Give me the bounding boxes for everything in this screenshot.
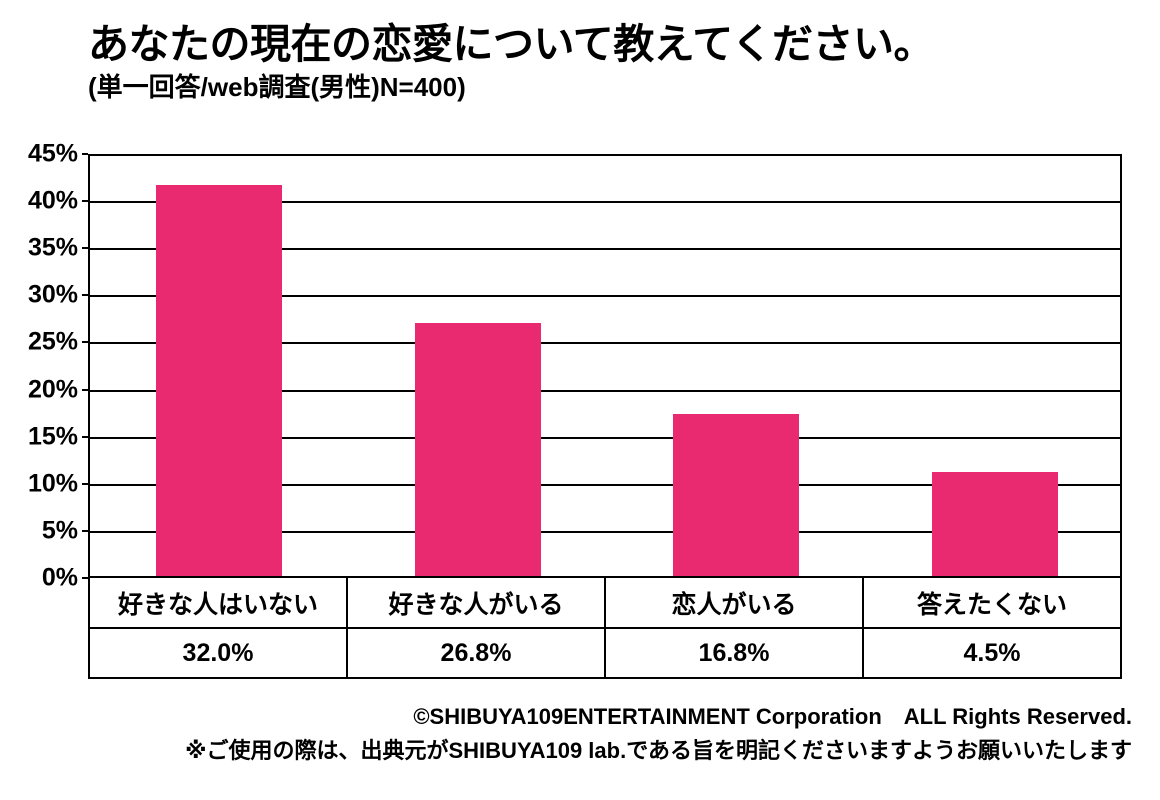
gridline — [90, 201, 1120, 204]
table-cell-category: 答えたくない — [862, 576, 1122, 629]
y-axis-tick-label: 45% — [27, 139, 78, 168]
table-cell-value: 4.5% — [862, 627, 1122, 679]
y-axis-tick-label: 25% — [27, 327, 78, 356]
chart-subtitle: (単一回答/web調査(男性)N=400) — [88, 72, 466, 103]
y-axis-tick-mark — [82, 294, 88, 297]
y-axis-tick-mark — [82, 482, 88, 485]
bar-4[interactable] — [931, 472, 1058, 576]
table-cell-category: 好きな人がいる — [346, 576, 606, 629]
table-cell-value: 32.0% — [88, 627, 348, 679]
usage-notice-text: ※ご使用の際は、出典元がSHIBUYA109 lab.である旨を明記くださいます… — [185, 738, 1132, 764]
table-row-values: 32.0% 26.8% 16.8% 4.5% — [88, 627, 1122, 679]
bar-3[interactable] — [673, 413, 800, 576]
chart-header: あなたの現在の恋愛について教えてください。 (単一回答/web調査(男性)N=4… — [88, 21, 1128, 103]
bar-slot — [607, 156, 866, 576]
data-table: 好きな人はいない 好きな人がいる 恋人がいる 答えたくない 32.0% 26.8% 16.… — [88, 576, 1122, 679]
y-axis-tick-label: 5% — [41, 516, 78, 545]
chart-footer: ©SHIBUYA109ENTERTAINMENT Corporation ALL… — [0, 700, 1160, 768]
gridline — [90, 295, 1120, 298]
y-axis-tick-mark — [82, 577, 88, 579]
chart-plot-wrapper: 0% 5% 10% 15% 20% 25% 30% 35% 40% 45% — [0, 140, 1160, 592]
y-axis-tick-label: 10% — [27, 469, 78, 498]
gridline — [90, 248, 1120, 251]
y-axis-tick-label: 20% — [27, 375, 78, 404]
gridline — [90, 342, 1120, 345]
copyright-text: ©SHIBUYA109ENTERTAINMENT Corporation ALL… — [413, 704, 1132, 729]
gridline — [90, 389, 1120, 392]
bar-slot — [90, 156, 349, 576]
y-axis-tick-label: 15% — [27, 422, 78, 451]
table-cell-category: 恋人がいる — [604, 576, 864, 629]
table-cell-value: 16.8% — [604, 627, 864, 679]
y-axis-tick-mark — [82, 529, 88, 532]
bar-slot — [349, 156, 608, 576]
table-cell-value: 26.8% — [346, 627, 606, 679]
y-axis-tick-mark — [82, 341, 88, 344]
table-row-categories: 好きな人はいない 好きな人がいる 恋人がいる 答えたくない — [88, 576, 1122, 629]
gridline — [90, 530, 1120, 533]
bar-2[interactable] — [414, 322, 541, 576]
y-axis-tick-label: 35% — [27, 233, 78, 262]
y-axis: 0% 5% 10% 15% 20% 25% 30% 35% 40% 45% — [0, 140, 88, 592]
y-axis-tick-mark — [82, 200, 88, 203]
y-axis-tick-mark — [82, 435, 88, 438]
bar-1[interactable] — [156, 184, 283, 576]
gridline — [90, 436, 1120, 439]
y-axis-tick-label: 30% — [27, 280, 78, 309]
y-axis-tick-mark — [82, 247, 88, 250]
table-cell-category: 好きな人はいない — [88, 576, 348, 629]
y-axis-tick-mark — [82, 388, 88, 391]
y-axis-tick-label: 40% — [27, 186, 78, 215]
y-axis-tick-mark — [82, 153, 88, 155]
plot-area — [88, 154, 1122, 578]
y-axis-tick-label: 0% — [41, 563, 78, 592]
page-title: あなたの現在の恋愛について教えてください。 — [88, 21, 935, 67]
gridline — [90, 483, 1120, 486]
bars-layer — [90, 156, 1120, 576]
bar-slot — [866, 156, 1125, 576]
